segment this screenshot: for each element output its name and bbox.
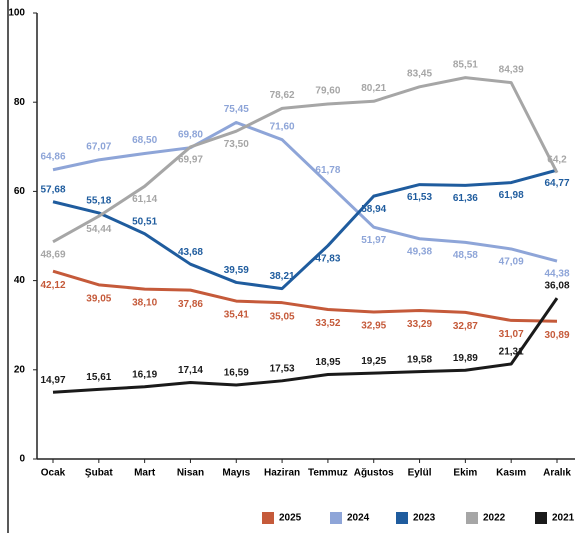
data-label: 36,08: [544, 281, 569, 292]
data-label: 67,07: [86, 142, 111, 153]
data-label: 61,78: [315, 165, 340, 176]
data-label: 61,36: [453, 193, 478, 204]
data-label: 78,62: [270, 90, 295, 101]
series-line: [52, 297, 559, 394]
legend-swatch: [262, 512, 274, 524]
data-label: 69,80: [178, 129, 203, 140]
data-label: 73,50: [224, 139, 249, 150]
data-label: 33,52: [315, 318, 340, 329]
data-label: 64,77: [544, 178, 569, 189]
x-tick-label: Mart: [134, 468, 156, 479]
data-label: 15,61: [86, 372, 111, 383]
data-label: 19,89: [453, 353, 478, 364]
y-tick-label: 80: [14, 97, 26, 108]
data-label: 38,21: [270, 271, 295, 282]
data-label: 68,50: [132, 135, 157, 146]
data-label: 19,58: [407, 354, 432, 365]
data-label: 37,86: [178, 299, 203, 310]
data-label: 80,21: [361, 83, 386, 94]
data-label: 18,95: [315, 357, 340, 368]
y-tick-label: 0: [19, 454, 25, 465]
data-label: 16,19: [132, 369, 157, 380]
legend-label: 2021: [552, 513, 575, 524]
legend-swatch: [466, 512, 478, 524]
data-label: 30,89: [544, 330, 569, 341]
data-label: 51,97: [361, 235, 386, 246]
data-label: 33,29: [407, 319, 432, 330]
data-label: 49,38: [407, 246, 432, 257]
data-label: 58,94: [361, 204, 386, 215]
data-label: 35,41: [224, 310, 249, 321]
legend-label: 2024: [347, 513, 370, 524]
y-tick-label: 40: [14, 275, 26, 286]
data-label: 35,05: [270, 311, 295, 322]
y-tick-label: 100: [8, 8, 25, 19]
series-line: [52, 76, 559, 244]
legend-label: 2022: [483, 513, 506, 524]
data-label: 44,38: [544, 269, 569, 280]
data-label: 61,14: [132, 194, 157, 205]
data-label: 47,09: [499, 257, 524, 268]
data-label: 16,59: [224, 368, 249, 379]
data-label: 57,68: [40, 184, 65, 195]
y-tick-label: 20: [14, 364, 26, 375]
series-line: [52, 120, 558, 263]
data-label: 48,69: [40, 249, 65, 260]
x-tick-label: Kasım: [496, 468, 526, 479]
data-label: 84,39: [499, 64, 524, 75]
legend-swatch: [396, 512, 408, 524]
x-tick-label: Ağustos: [354, 468, 394, 479]
data-label: 55,18: [86, 196, 111, 207]
data-label: 61,98: [499, 190, 524, 201]
data-label: 54,44: [86, 224, 111, 235]
data-label: 47,83: [315, 253, 340, 264]
data-label: 50,51: [132, 216, 157, 227]
x-tick-label: Ekim: [453, 468, 477, 479]
data-label: 85,51: [453, 59, 478, 70]
y-tick-label: 60: [14, 186, 26, 197]
series-line: [52, 168, 558, 291]
x-tick-label: Mayıs: [222, 468, 250, 479]
data-label: 32,95: [361, 321, 386, 332]
x-tick-label: Şubat: [85, 468, 113, 479]
data-label: 17,14: [178, 365, 203, 376]
data-label: 64,86: [40, 151, 65, 162]
x-tick-label: Eylül: [408, 468, 432, 479]
data-label: 21,31: [499, 347, 524, 358]
x-tick-label: Temmuz: [308, 468, 348, 479]
data-label: 79,60: [315, 86, 340, 97]
x-tick-label: Aralık: [543, 468, 571, 479]
data-label: 39,05: [86, 293, 111, 304]
x-tick-label: Haziran: [264, 468, 300, 479]
legend-swatch: [535, 512, 547, 524]
data-label: 75,45: [224, 104, 249, 115]
x-tick-label: Ocak: [41, 468, 66, 479]
data-label: 48,58: [453, 250, 478, 261]
data-label: 69,97: [178, 155, 203, 166]
data-label: 38,10: [132, 298, 157, 309]
legend-label: 2025: [279, 513, 302, 524]
x-tick-label: Nisan: [177, 468, 204, 479]
data-label: 61,53: [407, 192, 432, 203]
data-label: 32,87: [453, 321, 478, 332]
data-label: 14,97: [40, 375, 65, 386]
data-label: 39,59: [224, 265, 249, 276]
data-label: 43,68: [178, 247, 203, 258]
data-label: 71,60: [270, 121, 295, 132]
data-label: 19,25: [361, 356, 386, 367]
data-label: 17,53: [270, 363, 295, 374]
data-label: 42,12: [40, 280, 65, 291]
data-label: 31,07: [499, 329, 524, 340]
series-line: [52, 269, 558, 323]
legend-swatch: [330, 512, 342, 524]
data-label: 64,2: [547, 154, 567, 165]
legend-label: 2023: [413, 513, 436, 524]
data-label: 83,45: [407, 68, 432, 79]
